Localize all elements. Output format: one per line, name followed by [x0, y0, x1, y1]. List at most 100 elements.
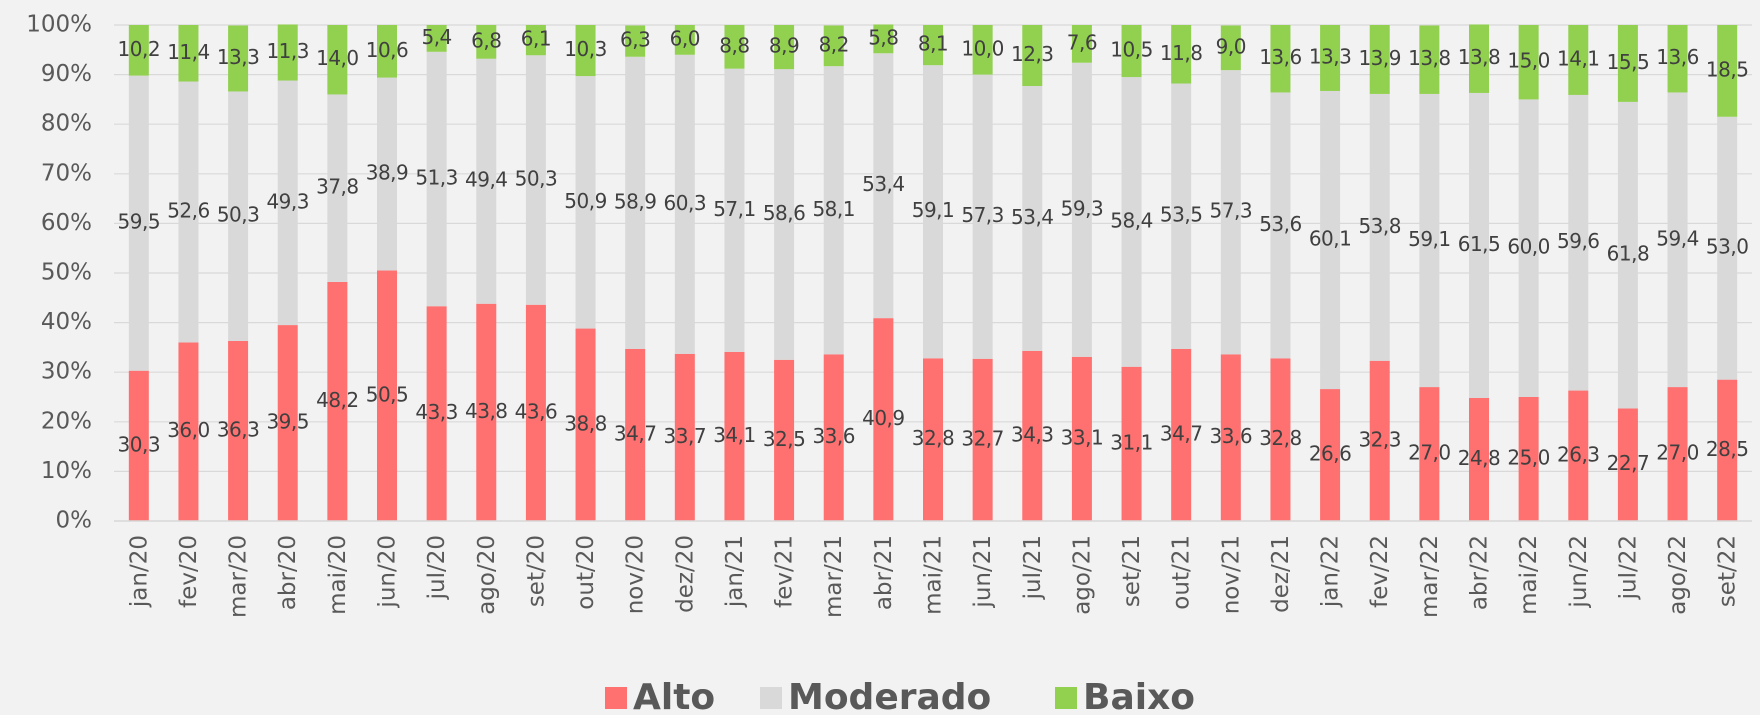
data-label: 10,5: [1110, 38, 1153, 62]
legend-label: Alto: [633, 677, 715, 715]
bar-segment: [774, 25, 795, 70]
data-label: 57,1: [713, 197, 756, 221]
legend-swatch: [605, 687, 627, 709]
data-label: 11,3: [266, 39, 309, 63]
bar-segment: [873, 318, 894, 521]
x-tick-label: ago/22: [1665, 535, 1691, 615]
x-tick-label: fev/21: [772, 535, 798, 608]
bar-segment: [1270, 358, 1291, 521]
data-label: 24,8: [1458, 446, 1501, 470]
data-label: 58,6: [763, 201, 806, 225]
bar-segment: [1617, 25, 1638, 102]
data-label: 32,3: [1358, 427, 1401, 451]
bar-segment: [873, 24, 894, 54]
data-label: 6,1: [521, 27, 551, 51]
data-label: 13,6: [1656, 45, 1699, 69]
data-label: 59,6: [1557, 229, 1600, 253]
data-label: 58,9: [614, 189, 657, 213]
y-tick-label: 50%: [41, 260, 92, 286]
data-label: 59,1: [912, 198, 955, 222]
data-label: 7,6: [1067, 30, 1097, 54]
bar-segment: [228, 91, 249, 341]
data-label: 34,1: [713, 423, 756, 447]
bar-segment: [923, 358, 943, 521]
data-label: 33,6: [1210, 424, 1253, 448]
bar-segment: [674, 353, 695, 521]
bar-segment: [426, 51, 447, 307]
bar-segment: [1022, 86, 1043, 351]
bar-segment: [1320, 25, 1341, 91]
data-label: 18,5: [1706, 57, 1749, 81]
bar-segment: [426, 25, 447, 52]
legend-swatch: [760, 687, 782, 709]
data-label: 8,9: [769, 34, 799, 58]
x-tick-label: dez/21: [1268, 535, 1294, 613]
x-tick-label: jul/22: [1615, 535, 1641, 600]
bar-segment: [724, 351, 745, 521]
data-label: 43,8: [465, 399, 508, 423]
data-label: 33,7: [664, 424, 707, 448]
legend-swatch: [1055, 687, 1077, 709]
x-tick-label: jun/22: [1566, 535, 1592, 609]
data-label: 60,3: [664, 191, 707, 215]
x-tick-label: fev/20: [176, 535, 202, 608]
data-label: 40,9: [862, 406, 905, 430]
y-tick-label: 90%: [41, 61, 92, 87]
bar-segment: [476, 303, 497, 521]
bar-segment: [1717, 116, 1738, 380]
bar-segment: [1667, 92, 1688, 388]
data-label: 33,6: [812, 424, 855, 448]
data-label: 25,0: [1507, 446, 1550, 470]
y-tick-label: 10%: [41, 458, 92, 484]
bar-segment: [674, 25, 695, 55]
bar-segment: [1121, 366, 1142, 521]
bar-segment: [1568, 390, 1589, 521]
data-label: 53,4: [1011, 205, 1054, 229]
data-label: 27,0: [1656, 441, 1699, 465]
data-label: 32,5: [763, 427, 806, 451]
data-label: 8,2: [819, 32, 849, 56]
bar-segment: [1320, 389, 1341, 521]
bar-segment: [1171, 348, 1192, 521]
bar-segment: [228, 25, 249, 92]
data-label: 48,2: [316, 388, 359, 412]
x-tick-label: nov/20: [623, 535, 649, 614]
x-tick-label: mai/21: [921, 535, 947, 615]
data-label: 12,3: [1011, 42, 1054, 66]
x-tick-label: mai/20: [325, 535, 351, 615]
x-tick-label: mai/22: [1516, 535, 1542, 615]
bar-segment: [1270, 25, 1291, 93]
data-label: 8,8: [719, 33, 749, 57]
bar-segment: [1667, 387, 1688, 521]
bar-segment: [1369, 360, 1390, 521]
data-label: 34,3: [1011, 422, 1054, 446]
x-tick-label: mar/21: [821, 535, 847, 618]
bar-segment: [873, 53, 894, 319]
data-label: 13,8: [1408, 46, 1451, 70]
bar-segment: [972, 25, 993, 75]
x-tick-label: ago/20: [474, 535, 500, 615]
data-label: 60,0: [1507, 235, 1550, 259]
bar-segment: [1667, 25, 1688, 93]
x-tick-label: out/21: [1169, 535, 1195, 610]
data-label: 59,1: [1408, 227, 1451, 251]
data-label: 50,3: [515, 167, 558, 191]
data-label: 26,6: [1309, 442, 1352, 466]
x-tick-label: jan/21: [722, 535, 748, 608]
data-label: 60,1: [1309, 227, 1352, 251]
bar-segment: [1469, 397, 1489, 521]
y-tick-label: 20%: [41, 408, 92, 434]
data-label: 34,7: [614, 421, 657, 445]
bar-segment: [377, 25, 397, 78]
data-label: 14,0: [316, 46, 359, 70]
x-tick-label: dez/20: [672, 535, 698, 613]
bar-segment: [1121, 77, 1142, 367]
data-label: 5,8: [868, 25, 898, 49]
data-label: 6,3: [620, 28, 650, 52]
data-label: 58,1: [812, 197, 855, 221]
bar-segment: [178, 81, 199, 343]
data-label: 52,6: [167, 198, 210, 222]
bar-segment: [1518, 25, 1539, 100]
data-label: 8,1: [918, 32, 948, 56]
y-tick-label: 100%: [26, 12, 92, 38]
